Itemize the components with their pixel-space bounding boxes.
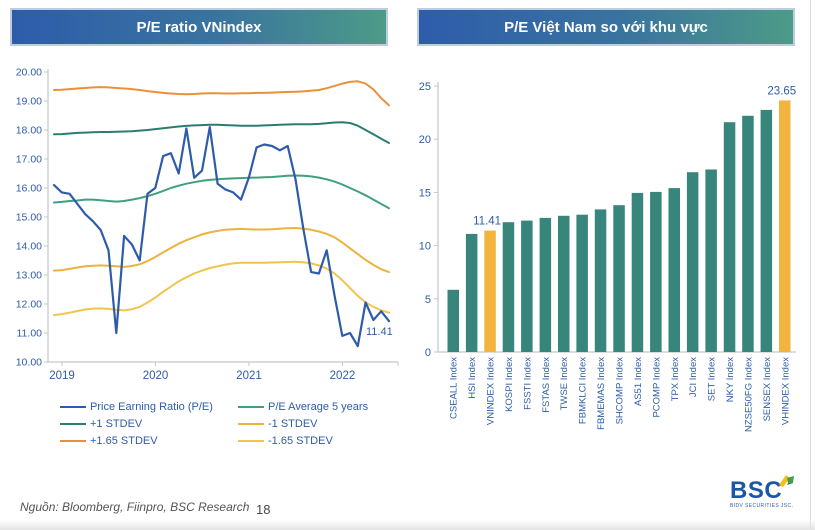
y-tick-label: 17.00 [16, 154, 42, 166]
x-category-label: HSI Index [467, 357, 478, 399]
bar [631, 192, 644, 352]
legend-swatch [60, 439, 86, 442]
bsc-logo-subtext: BIDV SECURITIES JSC. [730, 503, 794, 509]
last-value-label: 11.41 [366, 326, 393, 338]
bar-chart-title: P/E Việt Nam so với khu vực [417, 8, 795, 46]
bar [447, 289, 459, 352]
x-category-label: SET Index [707, 357, 718, 401]
legend-label: +1.65 STDEV [90, 434, 158, 447]
legend-item: Price Earning Ratio (P/E) [60, 398, 238, 415]
pe-ratio-line-chart: 20.00 19.00 18.00 17.00 16.00 15.00 14.00 13.00… [16, 67, 399, 382]
bar [576, 214, 588, 352]
regional-pe-bar-chart: 0 5 10 15 20 25 CSEALL Index HSI Index VNINDEX I… [419, 81, 796, 432]
legend-swatch [238, 439, 264, 442]
x-category-label: TWSE Index [559, 357, 570, 411]
x-category-label: PCOMP Index [651, 357, 662, 418]
bar [760, 109, 773, 353]
x-category-label: JCI Index [688, 357, 699, 397]
legend-item: -1 STDEV [238, 415, 368, 432]
series-line [52, 125, 391, 348]
source-note: Nguồn: Bloomberg, Fiinpro, BSC Research [20, 500, 250, 514]
x-category-label: KOSPI Index [504, 357, 515, 412]
x-tick-label: 2020 [143, 370, 169, 382]
page-number: 18 [256, 502, 271, 517]
bar [779, 100, 791, 353]
x-category-label: AS51 Index [633, 357, 644, 406]
y-tick-label: 18.00 [16, 125, 42, 137]
y-tick-label: 5 [425, 294, 431, 306]
page-bottom-shade [0, 520, 815, 530]
legend-item: +1 STDEV [60, 415, 238, 432]
y-tick-label: 10.00 [16, 357, 42, 369]
y-tick-label: 13.00 [16, 270, 42, 282]
series-line [53, 260, 390, 316]
line-chart-title: P/E ratio VNindex [10, 8, 388, 46]
y-tick-label: 10 [419, 241, 431, 253]
y-tick-label: 20 [419, 134, 431, 146]
x-category-label: FBMEMAS Index [596, 357, 607, 430]
bar [539, 217, 552, 352]
bsc-logo: BSC BIDV SECURITIES JSC. [730, 475, 800, 509]
x-tick-label: 2021 [236, 370, 262, 382]
legend-swatch [238, 422, 264, 425]
x-category-label: NZSE50FG Index [743, 357, 754, 432]
legend-swatch [238, 405, 264, 408]
bar [705, 169, 717, 352]
legend-label: P/E Average 5 years [268, 400, 369, 413]
x-category-label: VNINDEX Index [486, 357, 497, 425]
legend-label: Price Earning Ratio (P/E) [90, 400, 213, 413]
x-category-label: FSTAS Index [541, 357, 552, 413]
y-tick-label: 19.00 [16, 96, 42, 108]
y-tick-label: 15 [419, 187, 431, 199]
y-tick-label: 12.00 [16, 299, 42, 311]
bar [484, 230, 496, 352]
series-line [53, 174, 390, 210]
bar-value-label: 23.65 [767, 85, 796, 97]
bar [723, 122, 736, 352]
legend-swatch [60, 405, 86, 408]
y-tick-label: 11.00 [17, 328, 43, 340]
x-category-label: CSEALL Index [449, 357, 460, 419]
bar [521, 220, 533, 352]
legend-item: -1.65 STDEV [238, 432, 368, 449]
y-tick-label: 25 [419, 81, 431, 93]
bar [613, 205, 625, 352]
series-line [53, 80, 390, 107]
series-line [53, 121, 390, 144]
x-category-label: NKY Index [725, 357, 736, 402]
page-edge-line [810, 0, 811, 530]
bsc-logo-text: BSC [730, 475, 795, 503]
y-tick-label: 16.00 [16, 183, 42, 195]
bar [558, 215, 570, 352]
y-tick-label: 20.00 [16, 67, 42, 79]
x-category-label: SHCOMP Index [615, 357, 626, 425]
bar [502, 222, 515, 352]
bsc-cube-icon [779, 475, 795, 487]
x-category-label: TPX Index [670, 357, 681, 402]
x-tick-label: 2019 [49, 370, 75, 382]
legend-swatch [60, 422, 86, 425]
y-tick-label: 15.00 [16, 212, 42, 224]
y-tick-label: 14.00 [16, 241, 42, 253]
legend-label: +1 STDEV [90, 417, 143, 430]
bar [465, 233, 478, 352]
x-tick-label: 2022 [330, 370, 356, 382]
bar [650, 191, 662, 352]
x-category-label: FSSTI Index [522, 357, 533, 410]
legend-item: +1.65 STDEV [60, 432, 238, 449]
legend-label: -1.65 STDEV [268, 434, 333, 447]
x-category-label: SENSEX Index [762, 357, 773, 422]
bar-value-label: 11.41 [473, 216, 501, 228]
bar [668, 188, 680, 352]
bar [742, 115, 754, 352]
bar [594, 209, 607, 352]
x-category-label: VHINDEX Index [780, 357, 791, 425]
y-tick-label: 0 [425, 347, 431, 359]
legend-label: -1 STDEV [268, 417, 318, 430]
legend-item: P/E Average 5 years [238, 398, 368, 415]
bar [686, 172, 699, 352]
line-chart-legend: Price Earning Ratio (P/E) +1 STDEV +1.65 S… [60, 398, 368, 449]
x-category-label: FBMKLCI Index [578, 357, 589, 424]
